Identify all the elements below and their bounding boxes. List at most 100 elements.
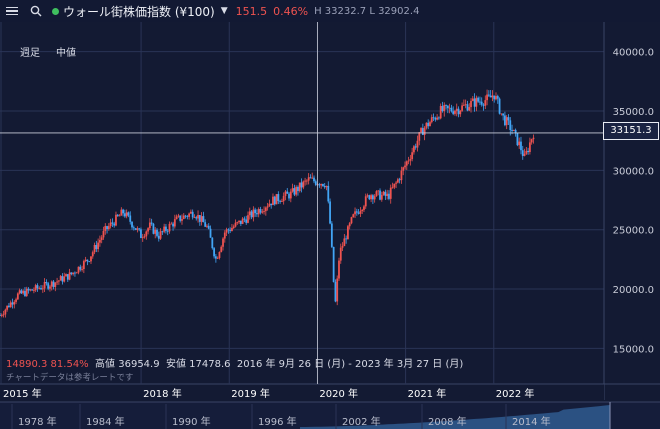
candle-body bbox=[20, 290, 23, 294]
candle-body bbox=[314, 181, 317, 185]
candle-body bbox=[70, 272, 73, 275]
candle-body bbox=[34, 285, 37, 291]
candle-body bbox=[77, 266, 80, 273]
menu-icon[interactable] bbox=[6, 6, 24, 16]
candle-body bbox=[182, 215, 185, 220]
candle-body bbox=[423, 127, 426, 135]
date-range: 2016 年 9月 26 日 (月) - 2023 年 3月 27 日 (月) bbox=[236, 359, 464, 370]
candle-body bbox=[487, 94, 490, 96]
candle-body bbox=[350, 217, 353, 224]
candle-body bbox=[318, 184, 321, 186]
candle-body bbox=[57, 280, 60, 282]
candle-body bbox=[61, 276, 64, 282]
candle-body bbox=[197, 215, 199, 219]
candle-body bbox=[170, 223, 173, 225]
candle-body bbox=[361, 209, 364, 212]
candle-body bbox=[454, 110, 456, 114]
candle-body bbox=[293, 188, 296, 195]
candle-body bbox=[191, 211, 194, 218]
candle-body bbox=[414, 146, 417, 148]
candle-body bbox=[288, 193, 290, 199]
candle-body bbox=[261, 211, 264, 213]
candle-body bbox=[209, 228, 212, 238]
candle-body bbox=[25, 288, 28, 296]
candle-body bbox=[22, 290, 25, 294]
candle-body bbox=[29, 289, 32, 291]
candle-body bbox=[86, 259, 89, 262]
candle-body bbox=[279, 201, 282, 202]
candle-body bbox=[252, 209, 255, 218]
price-type-median[interactable]: 中値 bbox=[56, 48, 76, 59]
candle-body bbox=[272, 196, 274, 206]
candle-body bbox=[343, 238, 346, 247]
candle-body bbox=[348, 223, 351, 227]
candle-body bbox=[420, 128, 422, 133]
candle-body bbox=[341, 246, 344, 248]
candle-body bbox=[66, 274, 69, 280]
candle-body bbox=[74, 272, 76, 274]
candle-body bbox=[190, 211, 192, 214]
candle-body bbox=[107, 226, 110, 230]
candle-body bbox=[41, 288, 44, 290]
candle-body bbox=[330, 223, 333, 247]
candle-body bbox=[498, 98, 501, 114]
candle-body bbox=[227, 229, 230, 231]
candle-body bbox=[88, 261, 91, 263]
candle-body bbox=[436, 117, 439, 120]
candle-body bbox=[484, 100, 487, 106]
candle-body bbox=[40, 288, 42, 290]
candle-body bbox=[525, 150, 528, 154]
candle-body bbox=[329, 201, 331, 224]
candle-body bbox=[389, 187, 392, 199]
candle-body bbox=[115, 214, 117, 226]
candle-body bbox=[11, 302, 14, 305]
instrument-title[interactable]: ウォール街株価指数 (¥100) bbox=[63, 4, 215, 19]
candle-body bbox=[455, 108, 458, 111]
candle-body bbox=[368, 195, 371, 200]
search-icon[interactable] bbox=[30, 5, 42, 17]
candle-body bbox=[459, 110, 462, 115]
candle-body bbox=[473, 98, 476, 107]
candle-body bbox=[450, 107, 453, 112]
candle-body bbox=[416, 140, 419, 148]
candle-body bbox=[511, 130, 513, 131]
candle-body bbox=[159, 231, 162, 239]
candle-body bbox=[434, 117, 437, 120]
candle-body bbox=[122, 209, 125, 214]
candle-body bbox=[462, 104, 465, 106]
candle-body bbox=[512, 129, 515, 131]
candle-body bbox=[188, 213, 191, 217]
candle-body bbox=[286, 191, 289, 194]
candle-body bbox=[364, 196, 367, 207]
candle-body bbox=[161, 231, 164, 233]
high-low-readout: H 33232.7 L 32902.4 bbox=[314, 5, 420, 17]
candle-body bbox=[430, 117, 433, 123]
candle-body bbox=[181, 219, 183, 221]
candle-body bbox=[477, 97, 480, 102]
candle-body bbox=[118, 215, 121, 217]
candle-body bbox=[84, 259, 87, 262]
candle-body bbox=[284, 191, 287, 196]
candle-body bbox=[495, 96, 497, 100]
candle-body bbox=[373, 196, 376, 200]
candle-body bbox=[195, 217, 198, 219]
candle-body bbox=[157, 235, 160, 239]
low-label: 安値 bbox=[165, 359, 186, 370]
candle-body bbox=[338, 260, 340, 279]
candle-body bbox=[72, 272, 75, 275]
candle-body bbox=[507, 117, 510, 121]
chevron-down-icon[interactable]: ▼ bbox=[220, 6, 228, 16]
timeframe-weekly[interactable]: 週足 bbox=[20, 48, 40, 59]
candle-body bbox=[313, 177, 315, 182]
candle-body bbox=[300, 182, 303, 188]
candle-body bbox=[334, 281, 337, 302]
candle-body bbox=[109, 222, 112, 227]
candle-body bbox=[305, 180, 308, 182]
candle-body bbox=[347, 226, 349, 240]
candle-body bbox=[102, 230, 105, 238]
candle-body bbox=[32, 290, 35, 292]
candle-body bbox=[225, 229, 228, 233]
navigator-tick-label: 1990 年 bbox=[172, 415, 211, 428]
candle-body bbox=[322, 184, 324, 187]
